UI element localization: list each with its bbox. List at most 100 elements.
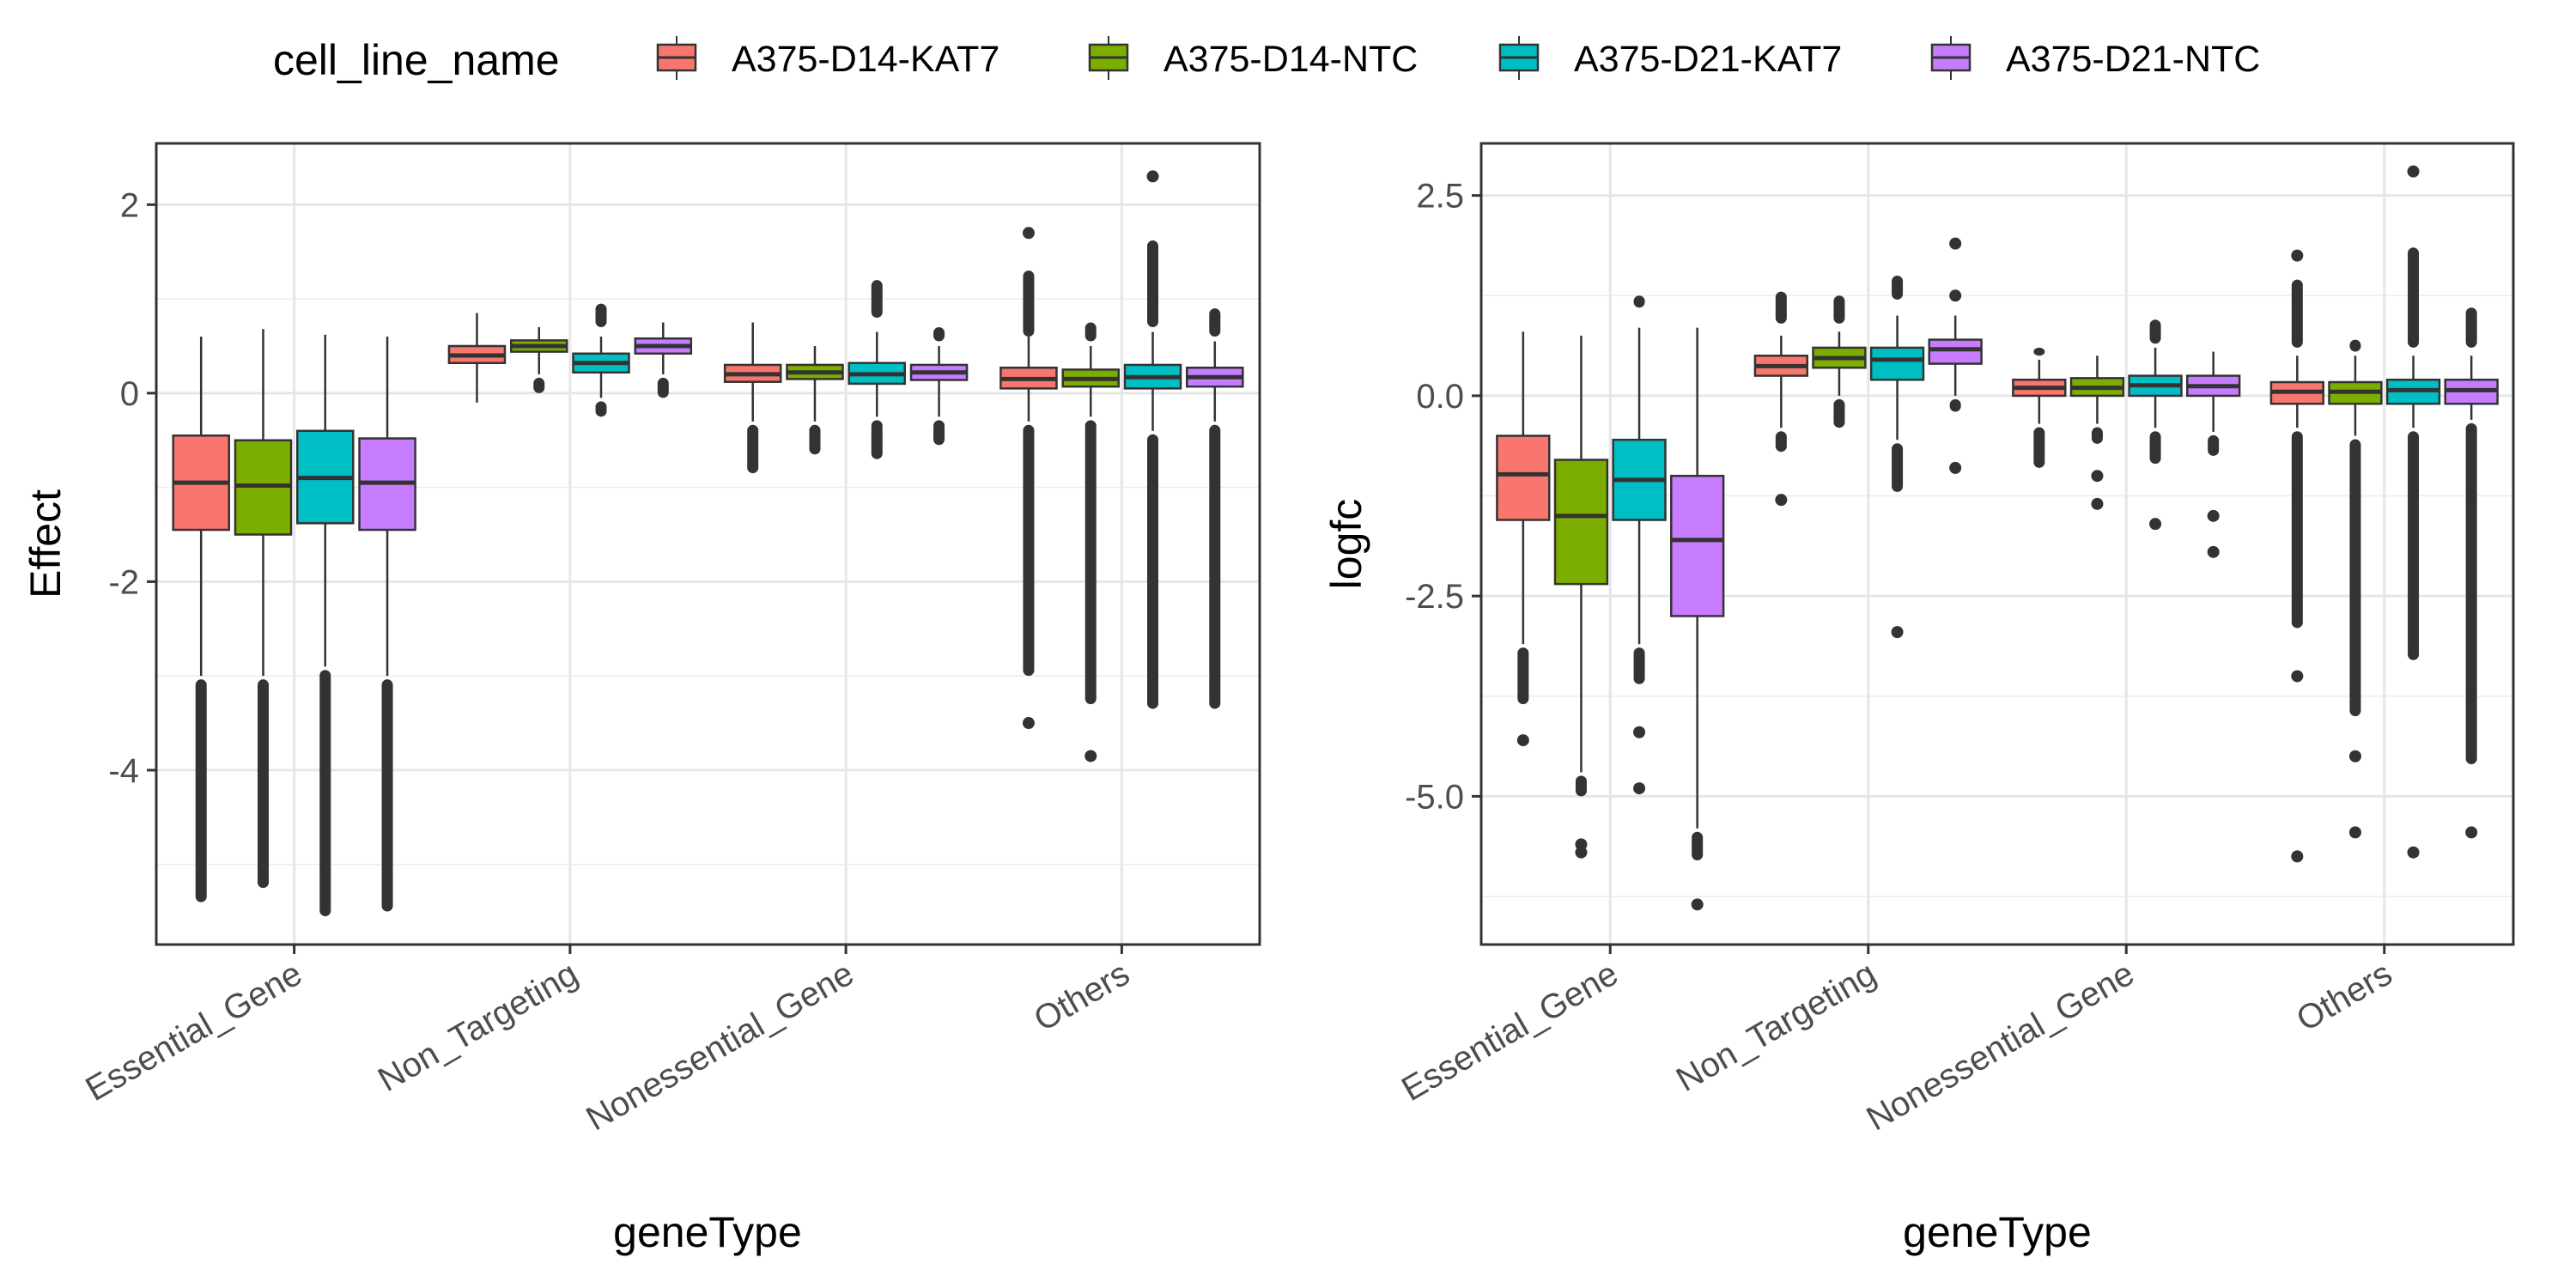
- box-A375-D14-KAT7-Non_Targeting: [1753, 291, 1809, 507]
- outlier-cluster-low: [2149, 431, 2161, 465]
- y-tick-label: -5.0: [1405, 778, 1464, 816]
- box-A375-D14-NTC-Essential_Gene: [234, 329, 293, 889]
- outlier-cluster-low: [1892, 443, 1904, 492]
- box-A375-D21-NTC-Essential_Gene: [358, 337, 416, 912]
- outlier-point: [1891, 626, 1904, 639]
- legend-key-2: [1498, 36, 1540, 80]
- legend-entry-1: A375-D14-NTC: [1088, 36, 1418, 80]
- outlier-cluster-low: [381, 679, 393, 912]
- outlier-cluster-low: [1084, 420, 1097, 705]
- outlier-cluster-high: [2349, 339, 2361, 352]
- outlier-cluster-low: [2208, 434, 2220, 456]
- outlier-point: [1633, 782, 1646, 795]
- outlier-point: [1516, 734, 1529, 747]
- outlier-cluster-low: [871, 420, 883, 459]
- box-A375-D14-KAT7-Essential_Gene: [1496, 331, 1551, 747]
- outlier-cluster-high: [2033, 347, 2045, 356]
- box-A375-D14-NTC-Nonessential_Gene: [2069, 355, 2125, 510]
- outlier-cluster-low: [1147, 434, 1159, 709]
- effect-y-axis: 2 0 -2 -4: [108, 186, 156, 790]
- logfc-y-axis-title: logfc: [1322, 499, 1370, 590]
- outlier-cluster-high: [1084, 322, 1097, 342]
- effect-panel-border: [155, 142, 1261, 946]
- logfc-x-axis-title: geneType: [1903, 1208, 2092, 1256]
- outlier-cluster-low: [933, 420, 945, 446]
- logfc-grid: [1481, 143, 2513, 945]
- outlier-cluster-low: [1949, 398, 1961, 412]
- outlier-cluster-high: [1209, 308, 1221, 337]
- box-A375-D14-KAT7-Others: [2269, 249, 2325, 863]
- outlier-cluster-high: [1892, 275, 1904, 300]
- box-body: [1669, 474, 1725, 617]
- box-A375-D14-NTC-Essential_Gene: [1553, 335, 1609, 859]
- outlier-point: [2465, 826, 2478, 839]
- y-tick-label: 2: [120, 186, 139, 224]
- box-body: [1553, 459, 1609, 586]
- box-A375-D21-KAT7-Non_Targeting: [1869, 275, 1925, 639]
- logfc-y-axis: 2.5 0.0 -2.5 -5.0: [1405, 178, 1481, 816]
- outlier-point: [2207, 509, 2220, 522]
- legend-key-1: [1088, 36, 1129, 80]
- y-tick-label: -2.5: [1405, 578, 1464, 616]
- box-A375-D14-NTC-Non_Targeting: [1812, 295, 1867, 428]
- outlier-cluster-low: [2349, 439, 2361, 717]
- box-A375-D14-KAT7-Essential_Gene: [172, 337, 230, 902]
- legend-entry-0: A375-D14-KAT7: [656, 36, 999, 80]
- outlier-cluster-high: [1147, 240, 1159, 328]
- effect-y-axis-title: Effect: [21, 489, 70, 598]
- outlier-cluster-high: [933, 327, 945, 342]
- plot-background: [156, 143, 1260, 945]
- outlier-cluster-low: [595, 401, 607, 417]
- outlier-point: [2407, 846, 2420, 859]
- outlier-point: [1949, 461, 1962, 474]
- outlier-cluster-low: [1692, 831, 1704, 861]
- outlier-point: [2291, 850, 2304, 863]
- box-A375-D21-NTC-Non_Targeting: [634, 322, 693, 398]
- outlier-point: [1575, 846, 1588, 859]
- outlier-point: [2348, 826, 2361, 839]
- outlier-point: [2291, 249, 2304, 262]
- outlier-cluster-low: [2291, 431, 2303, 629]
- effect-grid: [156, 143, 1260, 945]
- box-A375-D14-NTC-Others: [2328, 339, 2383, 839]
- outlier-cluster-low: [1633, 647, 1645, 684]
- legend-key-0: [656, 36, 697, 80]
- outlier-cluster-high: [1833, 295, 1845, 324]
- outlier-point: [2149, 518, 2162, 531]
- outlier-cluster-low: [1575, 775, 1587, 797]
- box-A375-D14-NTC-Others: [1061, 322, 1121, 762]
- outlier-cluster-high: [1633, 295, 1645, 308]
- box-A375-D14-NTC-Non_Targeting: [509, 327, 568, 393]
- outlier-cluster-high: [1023, 270, 1035, 337]
- outlier-point: [1084, 750, 1097, 762]
- outlier-cluster-low: [657, 377, 669, 398]
- y-tick-label: 0: [120, 375, 139, 413]
- legend-label-3: A375-D21-NTC: [2006, 39, 2260, 80]
- outlier-point: [2291, 670, 2304, 683]
- outlier-cluster-low: [1775, 431, 1787, 453]
- outlier-cluster-low: [319, 670, 331, 917]
- outlier-point: [2091, 497, 2104, 510]
- outlier-cluster-low: [1833, 398, 1845, 428]
- logfc-boxes: [1496, 165, 2499, 911]
- box-A375-D21-NTC-Nonessential_Gene: [2185, 351, 2241, 558]
- y-tick-label: -4: [108, 752, 139, 790]
- outlier-cluster-low: [1023, 424, 1035, 677]
- legend-label-1: A375-D14-NTC: [1163, 39, 1418, 80]
- outlier-cluster-high: [2465, 307, 2477, 348]
- effect-boxes: [172, 170, 1244, 917]
- outlier-point: [2348, 750, 2361, 762]
- legend-entry-2: A375-D21-KAT7: [1498, 36, 1842, 80]
- outlier-point: [1775, 494, 1788, 507]
- box-A375-D21-NTC-Nonessential_Gene: [909, 327, 969, 446]
- legend-title: cell_line_name: [273, 36, 560, 84]
- box-A375-D14-KAT7-Non_Targeting: [447, 313, 507, 403]
- outlier-cluster-high: [2149, 319, 2161, 344]
- outlier-cluster-high: [871, 280, 883, 319]
- outlier-point: [2207, 545, 2220, 558]
- outlier-cluster-low: [1517, 647, 1529, 705]
- outlier-point: [1146, 170, 1159, 183]
- outlier-point: [1949, 289, 1962, 302]
- outlier-point: [2091, 470, 2104, 483]
- effect-x-axis-title: geneType: [613, 1208, 802, 1256]
